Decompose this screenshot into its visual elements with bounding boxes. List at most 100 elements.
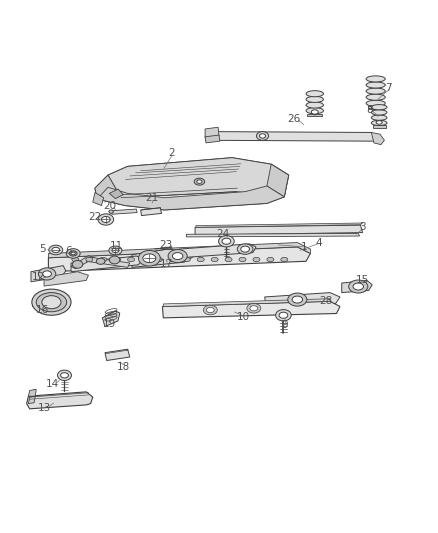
Ellipse shape xyxy=(250,305,258,311)
Ellipse shape xyxy=(102,216,110,223)
Text: 28: 28 xyxy=(319,296,332,306)
Ellipse shape xyxy=(203,305,217,315)
Ellipse shape xyxy=(253,257,260,262)
Polygon shape xyxy=(163,298,330,306)
Ellipse shape xyxy=(197,180,202,183)
Ellipse shape xyxy=(306,96,323,102)
Ellipse shape xyxy=(349,280,368,293)
Ellipse shape xyxy=(306,108,323,114)
Ellipse shape xyxy=(371,110,387,115)
Polygon shape xyxy=(162,301,340,318)
Ellipse shape xyxy=(141,257,148,262)
Polygon shape xyxy=(310,109,320,115)
Text: 7: 7 xyxy=(385,83,392,93)
Polygon shape xyxy=(110,189,123,199)
Ellipse shape xyxy=(366,100,385,107)
Ellipse shape xyxy=(168,249,187,263)
Ellipse shape xyxy=(239,257,246,262)
Text: 24: 24 xyxy=(217,229,230,239)
Ellipse shape xyxy=(42,296,61,309)
Polygon shape xyxy=(111,209,137,214)
Polygon shape xyxy=(371,133,385,144)
Text: 10: 10 xyxy=(237,312,250,321)
Polygon shape xyxy=(307,114,322,116)
Ellipse shape xyxy=(259,134,265,138)
Ellipse shape xyxy=(225,257,232,262)
Polygon shape xyxy=(44,272,88,286)
Ellipse shape xyxy=(52,247,60,253)
Polygon shape xyxy=(95,175,121,199)
Ellipse shape xyxy=(72,257,79,262)
Ellipse shape xyxy=(112,248,119,253)
Polygon shape xyxy=(33,297,37,306)
Ellipse shape xyxy=(219,236,234,247)
Ellipse shape xyxy=(371,120,387,125)
Text: 8: 8 xyxy=(366,105,372,115)
Ellipse shape xyxy=(197,257,204,262)
Polygon shape xyxy=(95,158,289,210)
Ellipse shape xyxy=(288,293,307,306)
Ellipse shape xyxy=(32,289,71,315)
Polygon shape xyxy=(102,311,120,327)
Ellipse shape xyxy=(109,246,122,255)
Ellipse shape xyxy=(72,261,83,268)
Text: 3: 3 xyxy=(359,222,366,232)
Polygon shape xyxy=(141,208,162,215)
Ellipse shape xyxy=(71,252,75,255)
Polygon shape xyxy=(195,225,363,235)
Text: 20: 20 xyxy=(103,200,116,211)
Ellipse shape xyxy=(371,104,387,110)
Polygon shape xyxy=(105,349,130,360)
Ellipse shape xyxy=(256,132,268,140)
Text: 17: 17 xyxy=(160,260,173,269)
Ellipse shape xyxy=(211,257,218,262)
Text: 18: 18 xyxy=(117,361,130,372)
Polygon shape xyxy=(97,186,284,210)
Ellipse shape xyxy=(366,82,385,88)
Ellipse shape xyxy=(39,268,56,280)
Ellipse shape xyxy=(86,257,93,262)
Ellipse shape xyxy=(100,257,107,262)
Text: 26: 26 xyxy=(287,114,300,124)
Ellipse shape xyxy=(173,253,183,260)
Polygon shape xyxy=(31,265,66,282)
Text: 22: 22 xyxy=(88,212,102,222)
Ellipse shape xyxy=(138,251,160,266)
Polygon shape xyxy=(93,192,104,206)
Ellipse shape xyxy=(36,293,67,312)
Ellipse shape xyxy=(366,88,385,94)
Text: 12: 12 xyxy=(32,272,45,282)
Ellipse shape xyxy=(206,308,214,313)
Polygon shape xyxy=(373,125,386,128)
Polygon shape xyxy=(27,392,93,409)
Text: 11: 11 xyxy=(110,240,124,251)
Ellipse shape xyxy=(237,244,253,254)
Polygon shape xyxy=(375,120,384,125)
Ellipse shape xyxy=(376,120,382,124)
Polygon shape xyxy=(71,256,143,272)
Ellipse shape xyxy=(184,257,190,262)
Polygon shape xyxy=(48,243,311,258)
Polygon shape xyxy=(267,164,289,197)
Polygon shape xyxy=(28,389,36,396)
Text: 9: 9 xyxy=(281,320,288,330)
Ellipse shape xyxy=(69,251,77,256)
Text: 4: 4 xyxy=(316,238,322,247)
Polygon shape xyxy=(342,280,372,293)
Polygon shape xyxy=(186,233,360,237)
Text: 21: 21 xyxy=(145,193,158,203)
Ellipse shape xyxy=(353,283,364,290)
Polygon shape xyxy=(196,223,363,228)
Polygon shape xyxy=(108,158,289,198)
Ellipse shape xyxy=(127,257,134,262)
Ellipse shape xyxy=(60,373,68,378)
Ellipse shape xyxy=(155,257,162,262)
Text: 13: 13 xyxy=(38,403,52,413)
Polygon shape xyxy=(132,249,193,268)
Polygon shape xyxy=(179,244,256,258)
Text: 16: 16 xyxy=(36,305,49,315)
Ellipse shape xyxy=(241,246,250,252)
Ellipse shape xyxy=(57,370,71,381)
Text: 19: 19 xyxy=(102,319,116,329)
Ellipse shape xyxy=(306,102,323,108)
